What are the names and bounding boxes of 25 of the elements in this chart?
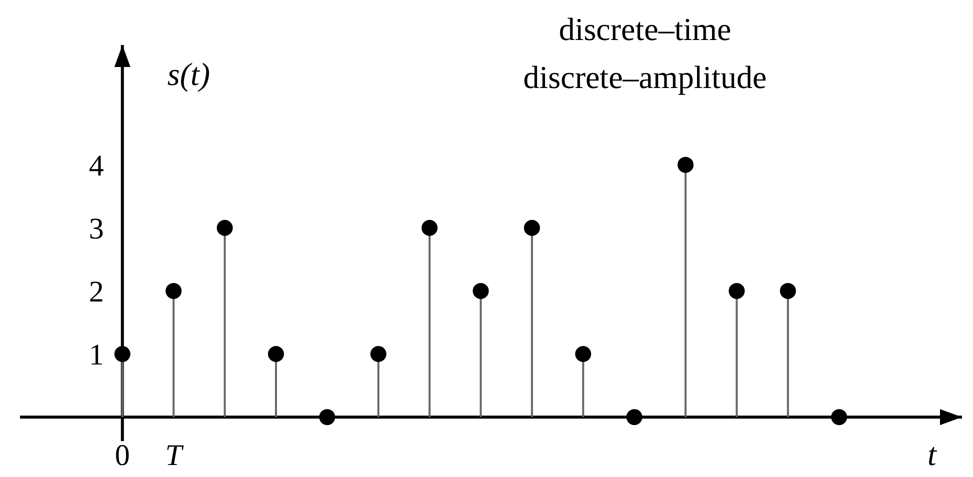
point: [216, 220, 233, 236]
point: [780, 282, 796, 299]
point: [370, 346, 386, 362]
point: [422, 220, 438, 236]
point: [268, 346, 284, 362]
point: [472, 282, 489, 299]
point: [678, 156, 694, 173]
x-tick-label: T: [165, 439, 184, 472]
x-tick-label: 0: [114, 439, 130, 472]
chart-subtitle: discrete–amplitude: [523, 59, 767, 95]
point: [114, 346, 130, 362]
y-tick-label: 4: [88, 149, 104, 182]
x-axis-title: t: [928, 436, 938, 472]
point: [575, 346, 592, 362]
y-axis-title: s(t): [167, 56, 210, 92]
chart-title: discrete–time: [558, 11, 732, 47]
y-tick-label: 2: [88, 275, 104, 308]
point: [524, 220, 540, 236]
point: [728, 282, 745, 299]
y-tick-label: 1: [88, 338, 104, 372]
point: [831, 409, 848, 426]
point: [319, 409, 336, 426]
point: [166, 282, 182, 299]
point: [626, 409, 642, 426]
y-tick-label: 3: [88, 212, 104, 246]
